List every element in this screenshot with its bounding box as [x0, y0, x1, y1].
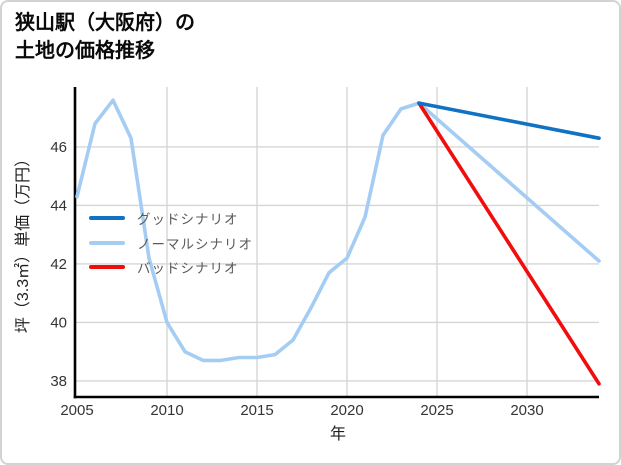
legend-label-bad: バッドシナリオ: [137, 261, 239, 277]
legend-label-normal: ノーマルシナリオ: [137, 236, 253, 252]
y-tick-label-40: 40: [50, 314, 67, 331]
chart-legend: グッドシナリオ ノーマルシナリオ バッドシナリオ: [89, 206, 253, 280]
chart-title-line1: 狭山駅（大阪府）の: [15, 12, 195, 34]
y-tick-label-42: 42: [50, 256, 67, 273]
x-tick-label-2015: 2015: [240, 402, 273, 419]
x-tick-label-2025: 2025: [420, 402, 453, 419]
series-line-good: [417, 101, 601, 140]
x-tick-label-2030: 2030: [510, 402, 543, 419]
legend-swatch-bad-icon: [89, 265, 125, 270]
y-tick-label-44: 44: [50, 197, 67, 214]
x-tick-label-2010: 2010: [150, 402, 183, 419]
y-tick-label-46: 46: [50, 139, 67, 156]
legend-swatch-good-icon: [89, 216, 125, 221]
series-line-bad: [417, 101, 601, 386]
x-tick-label-2005: 2005: [60, 402, 93, 419]
legend-item-normal: ノーマルシナリオ: [89, 231, 253, 256]
x-tick-label-2020: 2020: [330, 402, 363, 419]
y-tick-label-38: 38: [50, 373, 67, 390]
y-axis-label: 坪（3.3㎡）単価（万円）: [14, 151, 32, 333]
series-line-normal: [75, 98, 601, 363]
legend-item-bad: バッドシナリオ: [89, 255, 253, 280]
chart-title-line2: 土地の価格推移: [15, 40, 155, 62]
legend-item-good: グッドシナリオ: [89, 206, 253, 231]
chart-title: 狭山駅（大阪府）の 土地の価格推移: [15, 9, 195, 65]
x-axis-label: 年: [330, 425, 346, 443]
legend-label-good: グッドシナリオ: [137, 212, 239, 228]
legend-swatch-normal-icon: [89, 240, 125, 245]
